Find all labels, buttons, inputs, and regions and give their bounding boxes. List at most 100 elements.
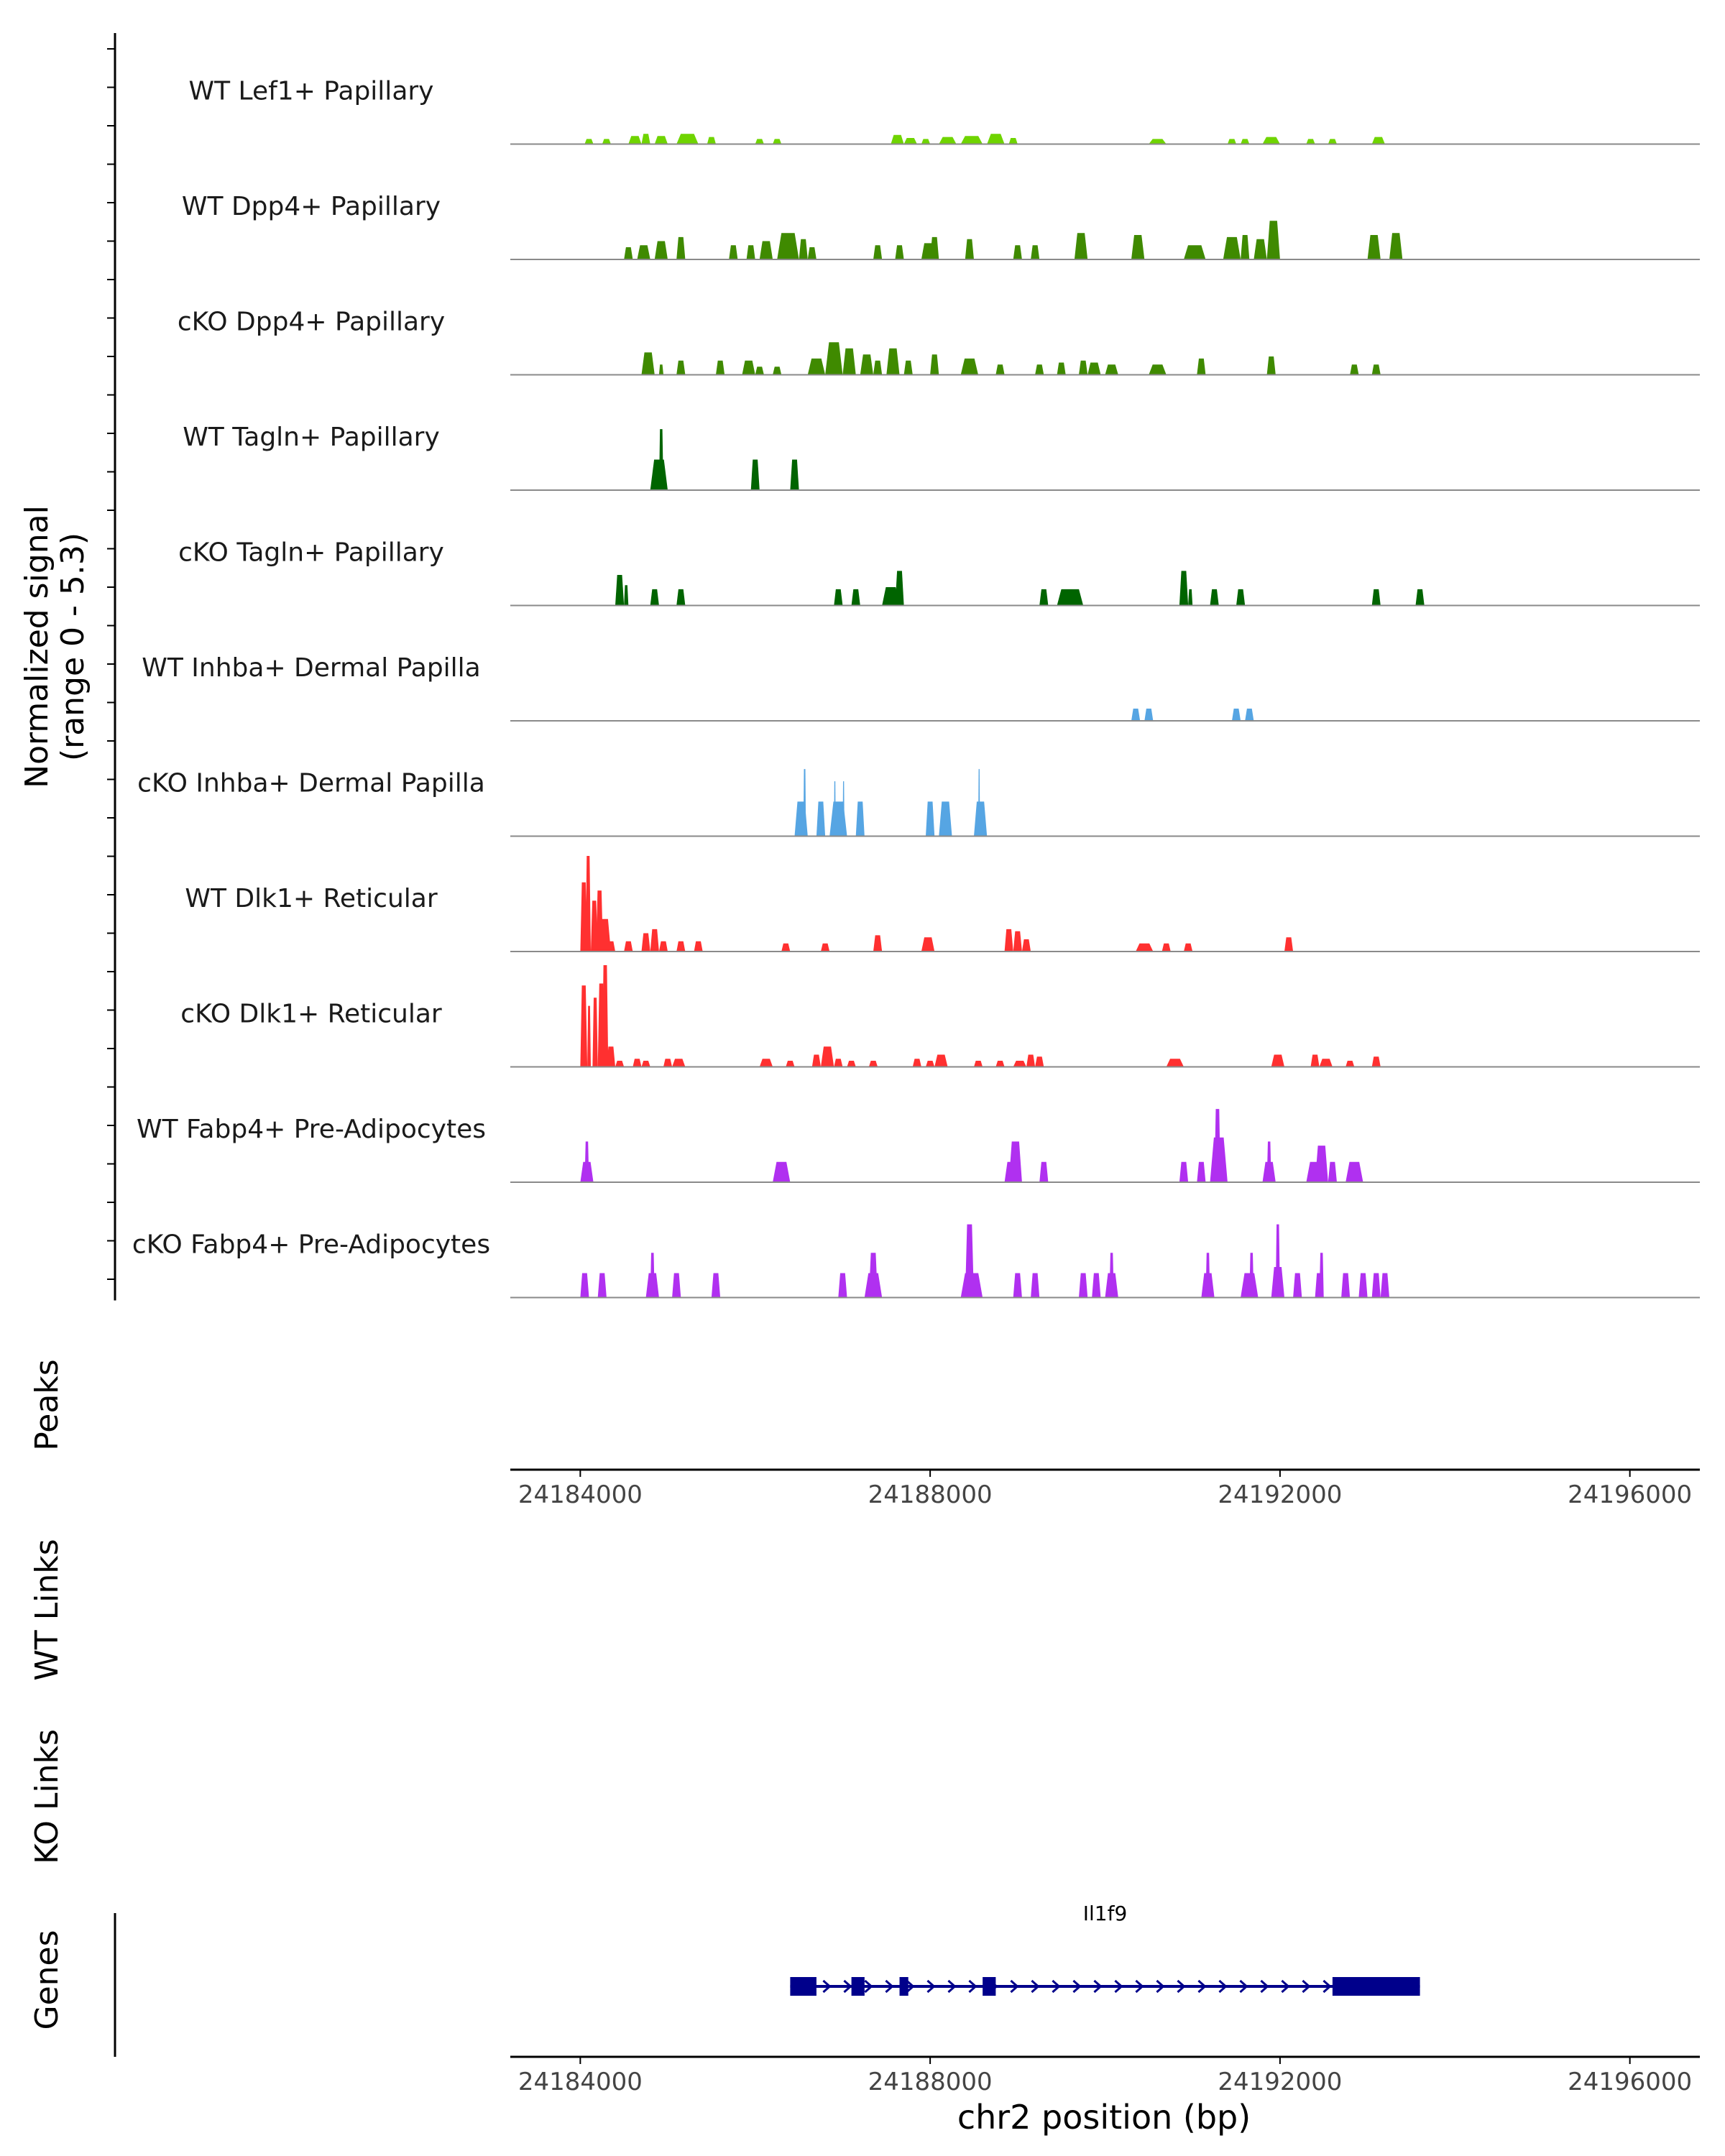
coverage-peak	[750, 459, 760, 490]
coverage-peak	[1371, 1273, 1381, 1298]
coverage-peak	[658, 364, 663, 375]
coverage-peak	[1144, 709, 1154, 721]
wt-links-track-label: WT Links	[29, 1539, 65, 1680]
track-4: cKO Tagln+ Papillary	[178, 538, 1700, 607]
coverage-peak	[1241, 1273, 1259, 1298]
strand-arrow-icon	[1239, 1979, 1248, 1994]
coverage-peak	[873, 360, 883, 375]
coverage-peak	[1245, 709, 1254, 721]
strand-arrow-icon	[885, 1979, 894, 1994]
coverage-peak	[755, 139, 764, 144]
coverage-peak	[1021, 939, 1031, 952]
strand-arrow-icon	[1114, 1979, 1123, 1994]
coverage-peak	[965, 1224, 974, 1298]
coverage-peak	[584, 139, 594, 144]
coverage-peak	[1371, 137, 1385, 144]
coverage-peak	[663, 1059, 673, 1067]
coverage-peak	[1293, 1273, 1302, 1298]
track-label: cKO Dlk1+ Reticular	[180, 1000, 442, 1029]
track-label: cKO Tagln+ Papillary	[178, 538, 444, 568]
strand-arrow-icon	[906, 1979, 915, 1994]
coverage-peak	[834, 781, 836, 837]
coverage-peak	[978, 769, 980, 837]
strand-arrow-icon	[822, 1979, 832, 1994]
coverage-peak	[1057, 589, 1084, 606]
coverage-peak	[1271, 1054, 1284, 1067]
track-7: WT Dlk1+ Reticular	[185, 856, 1700, 952]
coverage-peak	[592, 998, 598, 1067]
coverage-peak	[995, 364, 1005, 375]
coverage-peak	[1057, 362, 1066, 375]
track-label: WT Fabp4+ Pre-Adipocytes	[137, 1115, 486, 1144]
coverage-peak	[1179, 571, 1189, 606]
coverage-peak	[786, 1061, 795, 1067]
coverage-peak	[773, 367, 782, 375]
coverage-peak	[742, 360, 755, 375]
coverage-peak	[716, 360, 725, 375]
coverage-peak	[585, 856, 591, 952]
coverage-peak	[650, 459, 668, 490]
track-label: WT Inhba+ Dermal Papilla	[142, 653, 480, 683]
coverage-peak	[807, 247, 816, 259]
coverage-peak	[1223, 236, 1241, 259]
coverage-peak	[825, 342, 843, 375]
coverage-peak	[926, 801, 935, 837]
coverage-peak	[1188, 589, 1193, 606]
coverage-peak	[1328, 1161, 1337, 1182]
coverage-peak	[960, 136, 983, 144]
coverage-peak	[1358, 1273, 1368, 1298]
coverage-peak	[939, 801, 952, 837]
strand-arrow-icon	[1302, 1979, 1311, 1994]
coverage-peak	[1310, 1054, 1320, 1067]
coverage-peak	[1074, 233, 1088, 259]
coverage-peak	[587, 1005, 591, 1067]
coverage-peak	[934, 1054, 948, 1067]
gene-exon	[899, 1977, 908, 1996]
gene-exon	[1332, 1977, 1420, 1996]
gene-exon	[790, 1977, 816, 1996]
coverage-peak	[1306, 139, 1315, 144]
coverage-peak	[960, 358, 978, 375]
coverage-peak	[1079, 1273, 1088, 1298]
coverage-peak	[672, 1273, 681, 1298]
coverage-peak	[855, 801, 865, 837]
coverage-peak	[654, 241, 668, 259]
strand-arrow-icon	[926, 1979, 936, 1994]
track-label: WT Dlk1+ Reticular	[185, 884, 437, 913]
coverage-peak	[1254, 239, 1267, 259]
strand-arrow-icon	[1156, 1979, 1165, 1994]
coverage-peak	[903, 138, 917, 144]
coverage-peak	[707, 137, 716, 144]
coverage-peak	[1346, 1061, 1355, 1067]
coverage-peak	[930, 354, 939, 375]
x-axis-peaks-tick-label: 24188000	[868, 1480, 993, 1509]
coverage-peak	[602, 139, 611, 144]
coverage-peak	[1031, 1273, 1040, 1298]
coverage-peak	[759, 241, 773, 259]
coverage-peak	[1205, 1253, 1210, 1298]
strand-arrow-icon	[1093, 1979, 1103, 1994]
strand-arrow-icon	[1177, 1979, 1186, 1994]
track-9: WT Fabp4+ Pre-Adipocytes	[137, 1109, 1700, 1183]
coverage-peak	[1315, 1146, 1328, 1182]
coverage-peak	[1136, 943, 1154, 952]
track-8: cKO Dlk1+ Reticular	[180, 965, 1700, 1068]
strand-arrow-icon	[1260, 1979, 1269, 1994]
coverage-peak	[781, 943, 791, 952]
coverage-peak	[729, 245, 738, 259]
coverage-peak	[821, 943, 830, 952]
coverage-peak	[838, 1273, 847, 1298]
coverage-peak	[842, 348, 856, 375]
coverage-peak	[868, 1253, 878, 1298]
coverage-peak	[1389, 233, 1403, 259]
y-axis-label-line1: Normalized signal	[19, 505, 55, 788]
coverage-peak	[1008, 138, 1018, 144]
x-axis-peaks: 24184000 24188000 24192000 24196000	[510, 1468, 1700, 1509]
coverage-peak	[1008, 1141, 1022, 1182]
gene-exon	[983, 1977, 996, 1996]
coverage-peak	[987, 134, 1005, 144]
coverage-peak	[602, 965, 609, 1067]
coverage-peak	[615, 575, 625, 606]
x-axis-genes: 24184000 24188000 24192000 24196000	[510, 2055, 1700, 2096]
